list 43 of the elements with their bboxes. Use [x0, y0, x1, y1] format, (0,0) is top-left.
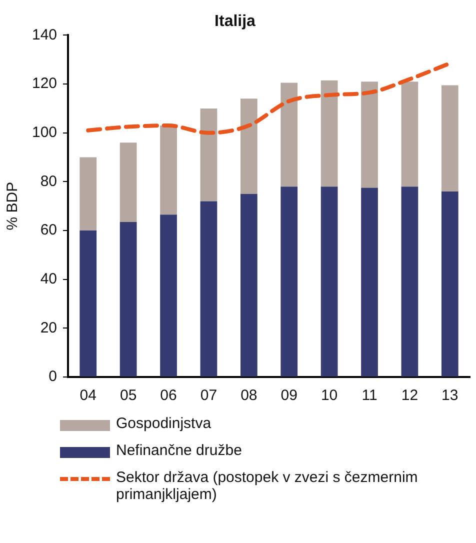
y-tick-label: 0: [48, 368, 58, 386]
bar: [401, 186, 418, 376]
x-tick-label: 13: [442, 387, 458, 404]
y-tick-label: 120: [32, 75, 58, 92]
bar: [80, 157, 97, 231]
x-tick-label: 06: [160, 387, 177, 404]
chart-title: Italija: [214, 13, 256, 30]
bar: [120, 142, 137, 222]
bar: [200, 201, 218, 376]
bar: [280, 82, 298, 187]
y-tick-label: 100: [32, 124, 58, 141]
bar: [160, 214, 177, 376]
bar: [401, 82, 418, 187]
bar: [320, 80, 338, 187]
y-tick-label: 80: [40, 172, 58, 190]
legend-label: Sektor država (postopek v zvezi s čezmernim primanjkljajem): [116, 469, 419, 503]
x-tick-label: 10: [320, 387, 338, 404]
bar: [361, 82, 378, 188]
bar: [361, 188, 378, 376]
x-tick-label: 08: [240, 387, 258, 404]
x-tick-label: 12: [401, 387, 418, 404]
bar: [441, 191, 458, 376]
bar: [80, 230, 97, 376]
bar: [441, 85, 458, 192]
y-tick-label: 40: [40, 270, 58, 288]
x-tick-label: 05: [120, 387, 137, 404]
y-tick-label: 60: [40, 222, 58, 239]
bar: [320, 186, 338, 376]
bar: [240, 98, 258, 194]
x-tick-label: 07: [200, 387, 218, 404]
bar: [120, 222, 137, 376]
x-tick-label: 11: [362, 387, 378, 404]
x-tick-label: 04: [80, 387, 96, 404]
legend-label: Nefinančne družbe: [116, 442, 242, 459]
y-tick-label: 20: [40, 319, 58, 336]
y-axis-title: % BDP: [4, 182, 22, 230]
bar: [160, 126, 177, 215]
bar: [200, 108, 218, 202]
legend-label: Gospodinjstva: [116, 415, 212, 432]
bar: [280, 186, 298, 376]
y-tick-label: 140: [32, 26, 58, 44]
bar: [240, 194, 258, 376]
x-tick-label: 09: [280, 387, 298, 404]
